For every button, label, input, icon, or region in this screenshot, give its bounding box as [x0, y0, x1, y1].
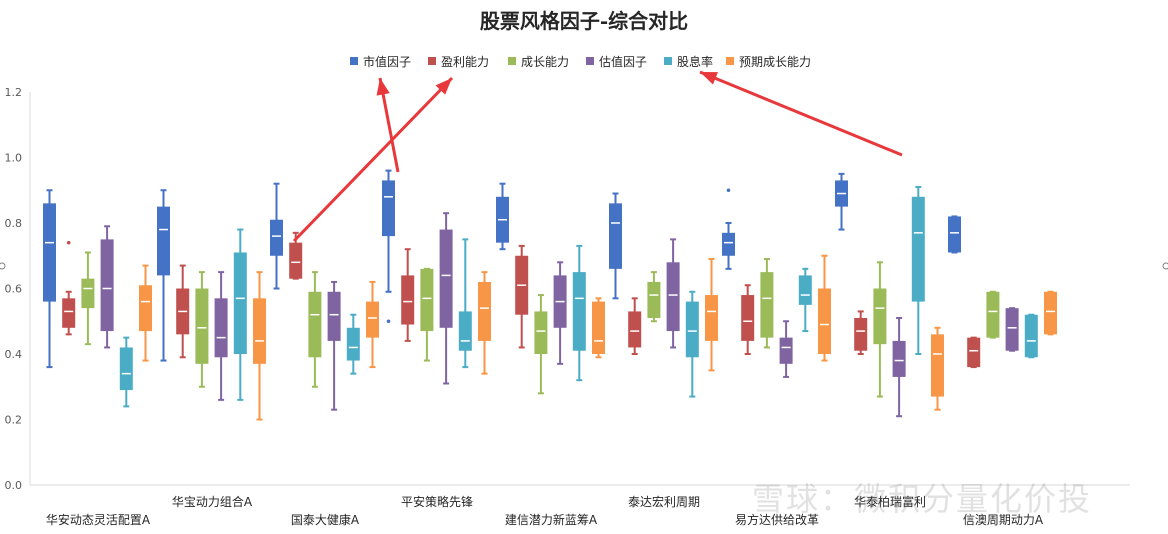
- annotation-arrow-dividend-head: [700, 72, 718, 85]
- box-body: [722, 232, 735, 256]
- box-body: [366, 301, 379, 338]
- y-tick-label: 1.2: [5, 86, 23, 99]
- category-label: 泰达宏利周期: [628, 494, 700, 509]
- box-body: [931, 334, 944, 397]
- category-label: 华宝动力组合A: [172, 494, 253, 509]
- annotation-arrow-size-head: [376, 78, 390, 96]
- category-label: 国泰大健康A: [291, 512, 360, 527]
- legend-swatch: [350, 57, 358, 65]
- box-body: [818, 288, 831, 354]
- box-body: [327, 291, 341, 341]
- y-tick-label: 1.0: [5, 152, 23, 165]
- box-outlier: [726, 188, 731, 193]
- box-body: [948, 216, 961, 253]
- watermark-text: 雪球：微积分量化价投: [752, 480, 1093, 518]
- box-body: [592, 301, 605, 354]
- box-body: [798, 275, 812, 305]
- box-outlier: [66, 240, 71, 245]
- legend-label: 股息率: [677, 54, 713, 69]
- legend-label: 市值因子: [363, 54, 411, 69]
- box-body: [253, 298, 266, 364]
- box-body: [1024, 314, 1038, 358]
- box-body: [478, 281, 491, 341]
- box-body: [81, 278, 95, 309]
- box-body: [892, 340, 906, 377]
- box-body: [214, 298, 228, 358]
- annotation-arrow-profit-shaft: [292, 76, 454, 243]
- y-tick-label: 0.2: [5, 414, 23, 427]
- box-outlier: [386, 319, 391, 324]
- legend-swatch: [586, 57, 594, 65]
- category-label: 平安策略先锋: [401, 494, 473, 509]
- box-body: [289, 242, 303, 279]
- annotation-arrow-profit-head: [435, 78, 452, 95]
- box-body: [911, 196, 925, 302]
- box-body: [308, 291, 322, 358]
- box-body: [100, 239, 114, 332]
- box-body: [43, 203, 56, 302]
- box-body: [233, 252, 247, 354]
- legend-label: 盈利能力: [441, 55, 489, 69]
- category-label: 华安动态灵活配置A: [46, 512, 151, 527]
- box-body: [119, 347, 133, 391]
- box-body: [609, 203, 622, 269]
- box-body: [458, 311, 472, 351]
- y-tick-label: 0.6: [5, 283, 23, 296]
- category-label: 信澳周期动力A: [963, 513, 1044, 527]
- chart-title: 股票风格因子-综合对比: [480, 9, 688, 33]
- legend-swatch: [428, 57, 436, 65]
- box-body: [628, 311, 642, 348]
- box-body: [1044, 291, 1057, 335]
- box-body: [779, 337, 793, 364]
- box-body: [420, 268, 434, 332]
- box-body: [705, 295, 718, 341]
- box-body: [139, 285, 152, 332]
- category-label: 建信潜力新蓝筹A: [505, 512, 598, 527]
- box-body: [439, 229, 453, 328]
- box-body: [195, 288, 209, 364]
- box-body: [270, 219, 283, 256]
- y-tick-label: 0.4: [5, 348, 23, 361]
- edge-handle-left: [0, 262, 6, 270]
- box-body: [401, 275, 415, 325]
- y-tick-label: 0.8: [5, 217, 23, 230]
- box-body: [854, 317, 868, 351]
- category-label: 华泰柏瑞富利: [854, 494, 926, 509]
- box-body: [346, 327, 360, 361]
- box-body: [534, 311, 548, 354]
- box-body: [685, 301, 699, 358]
- category-label: 易方达供给改革: [735, 512, 819, 527]
- box-body: [1005, 308, 1019, 351]
- box-body: [741, 295, 755, 341]
- box-body: [986, 291, 1000, 338]
- legend-label: 成长能力: [521, 55, 569, 69]
- box-body: [157, 206, 170, 276]
- y-tick-label: 0.0: [5, 479, 23, 492]
- box-body: [647, 281, 661, 318]
- legend-swatch: [664, 57, 672, 65]
- legend-label: 预期成长能力: [739, 55, 811, 69]
- box-body: [62, 298, 76, 328]
- box-body: [760, 272, 774, 338]
- legend-swatch: [508, 57, 516, 65]
- edge-handle-right: [1162, 262, 1168, 270]
- box-body: [873, 288, 887, 345]
- box-body: [967, 337, 981, 368]
- annotation-arrow-dividend-shaft: [699, 70, 903, 157]
- legend-label: 估值因子: [599, 54, 647, 69]
- box-body: [666, 262, 680, 332]
- legend-swatch: [726, 57, 734, 65]
- box-body: [572, 272, 586, 351]
- box-body: [382, 180, 395, 237]
